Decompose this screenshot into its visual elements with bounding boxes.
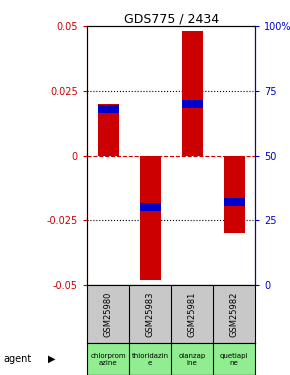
Text: GSM25983: GSM25983 — [146, 291, 155, 337]
Text: chlorprom
azine: chlorprom azine — [90, 352, 126, 366]
Bar — [97, 104, 119, 156]
Bar — [97, 105, 119, 113]
Title: GDS775 / 2434: GDS775 / 2434 — [124, 12, 219, 25]
Text: olanzap
ine: olanzap ine — [179, 352, 206, 366]
Bar — [139, 156, 161, 280]
Bar — [224, 156, 245, 233]
Text: GSM25982: GSM25982 — [230, 291, 239, 337]
Bar — [182, 32, 203, 156]
Text: agent: agent — [3, 354, 31, 364]
Bar — [139, 204, 161, 211]
Text: GSM25980: GSM25980 — [104, 291, 113, 337]
Text: ▶: ▶ — [48, 354, 56, 364]
Bar — [224, 198, 245, 206]
Text: GSM25981: GSM25981 — [188, 291, 197, 337]
Bar — [182, 100, 203, 108]
Text: quetiapi
ne: quetiapi ne — [220, 352, 249, 366]
Text: thioridazin
e: thioridazin e — [131, 352, 169, 366]
